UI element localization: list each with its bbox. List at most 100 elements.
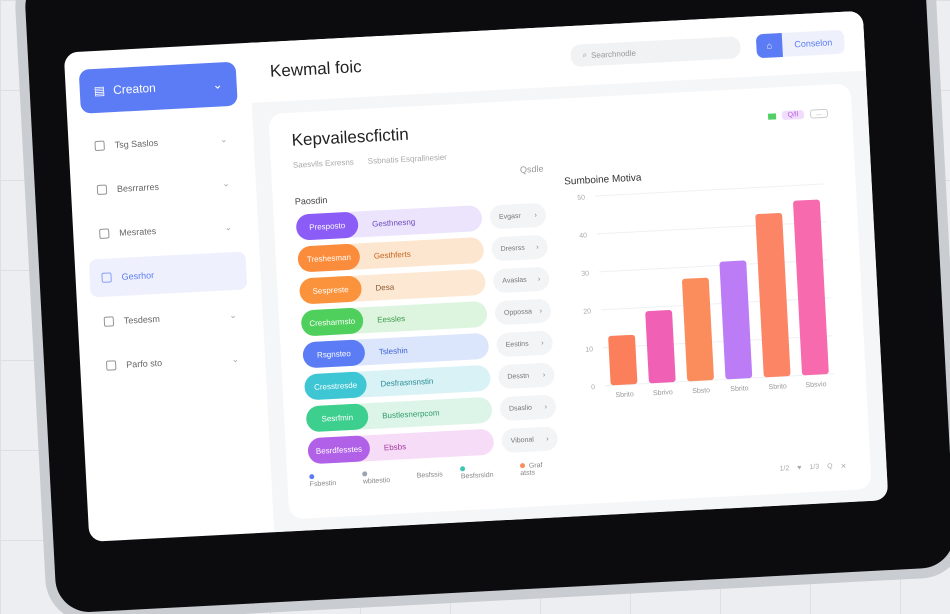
gridline	[602, 335, 833, 349]
workspace-selector[interactable]: ▤ Creaton ⌄	[78, 61, 238, 114]
chart-footer: 1/2 ♥ 1/3 Q ✕	[779, 462, 846, 473]
bar	[793, 199, 829, 376]
chevron-right-icon: ›	[544, 403, 548, 411]
filter-dropdown[interactable]: Qsdle	[519, 163, 544, 175]
category-bar[interactable]: Besrdfesstes Ebsbs	[307, 428, 495, 465]
y-tick-label: 40	[579, 232, 587, 239]
status-indicator	[767, 112, 776, 120]
row-action-button[interactable]: Vibonal ›	[501, 426, 559, 454]
list-row: Besrdfesstes Ebsbs Vibonal ›	[307, 425, 559, 465]
sidebar-item-label: Gesrhor	[121, 270, 155, 282]
action-label: Evgasr	[498, 212, 521, 221]
sidebar-item[interactable]: Mesrates ⌄	[86, 207, 245, 253]
sidebar-nav: Tsg Saslos ⌄ Besrrarres ⌄ Mesrates ⌄ Gesrhor Te…	[82, 120, 252, 386]
category-bar[interactable]: Cresstresde Desfrasnsnstin	[303, 364, 492, 401]
category-bar[interactable]: Sesrfmin Bustlesnerpcom	[305, 396, 493, 433]
chart-control[interactable]: 1/3	[809, 463, 820, 472]
gridline	[600, 297, 831, 311]
sidebar-item[interactable]: Parfo sto ⌄	[93, 339, 252, 385]
legend-label: wbitestio	[362, 477, 391, 486]
category-chip: Cresharmsto	[300, 307, 364, 337]
category-bar[interactable]: Treshesman Gesthferts	[297, 236, 485, 273]
y-tick-label: 0	[591, 384, 595, 391]
category-bar[interactable]: Rsgnsteo Tsleshin	[302, 332, 490, 369]
category-bar[interactable]: Cresharmsto Eessles	[300, 300, 488, 337]
y-tick-label: 30	[581, 270, 589, 277]
header-button[interactable]: ⌂ Conselon	[755, 29, 845, 59]
category-list: Paosdin Qsdle Presposto Gesthnesng Evgasr › T…	[294, 164, 560, 489]
search-icon: ⌕	[582, 50, 588, 60]
category-label: Gesthnesng	[371, 216, 416, 229]
stack-icon	[99, 228, 110, 239]
legend-item: Besfssis	[417, 471, 443, 479]
list-heading: Paosdin	[294, 194, 328, 207]
page-title: Kewmal foic	[269, 57, 363, 81]
bar	[719, 260, 753, 380]
gridline	[598, 259, 829, 273]
chart-control[interactable]: 1/2	[779, 465, 790, 473]
chevron-down-icon: ⌄	[221, 177, 231, 188]
gridline	[604, 373, 835, 387]
row-action-button[interactable]: Evgasr ›	[489, 202, 547, 230]
y-tick-label: 20	[583, 308, 591, 315]
x-tick-label: Sbsvio	[805, 381, 826, 389]
chevron-right-icon: ›	[537, 275, 541, 283]
category-chip: Presposto	[295, 211, 359, 241]
legend: Fsbestin wbitestio Besfssis Besfsrsidn Graf …	[309, 461, 559, 488]
bar	[682, 277, 714, 382]
sidebar-item-label: Parfo sto	[125, 357, 163, 370]
x-tick-label: Sbrito	[768, 383, 787, 391]
row-action-button[interactable]: Avaslas ›	[492, 266, 550, 294]
chevron-down-icon: ⌄	[231, 353, 240, 364]
sidebar-item[interactable]: Besrrarres ⌄	[84, 163, 243, 209]
calendar-icon	[105, 360, 117, 371]
action-label: Dresrss	[500, 244, 525, 253]
chevron-right-icon: ›	[539, 307, 543, 315]
legend-item: wbitestio	[362, 470, 399, 486]
category-label: Gesthferts	[373, 249, 411, 261]
row-action-button[interactable]: Desstn ›	[497, 362, 555, 390]
chart-control[interactable]: Q	[826, 462, 833, 471]
legend-label: Besfsrsidn	[460, 471, 494, 481]
chart-control[interactable]: ✕	[840, 463, 847, 471]
sidebar-item-label: Tsg Saslos	[114, 137, 159, 151]
chart-svg: 0 10 20 30 40 50 Sbrito Sbrivo Sbsto Sbrito Sbrito…	[577, 183, 835, 399]
chevron-right-icon: ›	[534, 211, 538, 219]
action-label: Oppossa	[503, 307, 533, 317]
header-button-label: Conselon	[794, 37, 833, 50]
category-chip: Sesrfmin	[305, 403, 369, 433]
category-chip: Sespreste	[298, 275, 363, 305]
category-label: Desfrasnsnstin	[380, 376, 434, 388]
action-label: Eestins	[505, 340, 529, 349]
category-label: Ebsbs	[383, 441, 407, 452]
sidebar-item[interactable]: Tsg Saslos ⌄	[82, 120, 241, 166]
chart-control[interactable]: ♥	[797, 464, 802, 472]
content-card: Kepvailescfictin Saesvlls Exresns Ssbnati…	[268, 83, 872, 520]
category-bar[interactable]: Presposto Gesthnesng	[295, 204, 483, 241]
category-label: Eessles	[376, 313, 406, 325]
screen: ▤ Creaton ⌄ Tsg Saslos ⌄ Besrrarres ⌄ Mesrat…	[63, 10, 889, 542]
workspace-label: Creaton	[112, 80, 157, 98]
action-label: Avaslas	[502, 276, 527, 285]
sidebar-item[interactable]: Gesrhor	[88, 251, 248, 298]
x-tick-label: Sbrito	[615, 391, 634, 399]
legend-item: Besfsrsidn	[460, 464, 502, 480]
action-label: Dsaslio	[508, 404, 533, 413]
row-action-button[interactable]: Dresrss ›	[491, 234, 549, 262]
category-bar[interactable]: Sespreste Desa	[298, 268, 487, 305]
row-action-button[interactable]: Oppossa ›	[494, 298, 552, 326]
more-button[interactable]: ...	[809, 108, 829, 119]
search-input[interactable]: ⌕ Searchnodle	[570, 36, 741, 68]
folder-icon	[94, 140, 105, 152]
chevron-down-icon: ⌄	[224, 221, 233, 232]
badge[interactable]: Q/ll	[781, 109, 805, 121]
row-action-button[interactable]: Eestins ›	[496, 330, 554, 358]
legend-dot	[519, 463, 525, 469]
sidebar-item-label: Tesdesm	[123, 313, 161, 326]
sidebar-item-label: Mesrates	[119, 225, 157, 238]
bar	[608, 334, 638, 386]
category-label: Tsleshin	[378, 345, 408, 356]
sidebar-item[interactable]: Tesdesm ⌄	[91, 295, 250, 341]
y-tick-label: 10	[585, 346, 593, 353]
row-action-button[interactable]: Dsaslio ›	[499, 394, 557, 422]
